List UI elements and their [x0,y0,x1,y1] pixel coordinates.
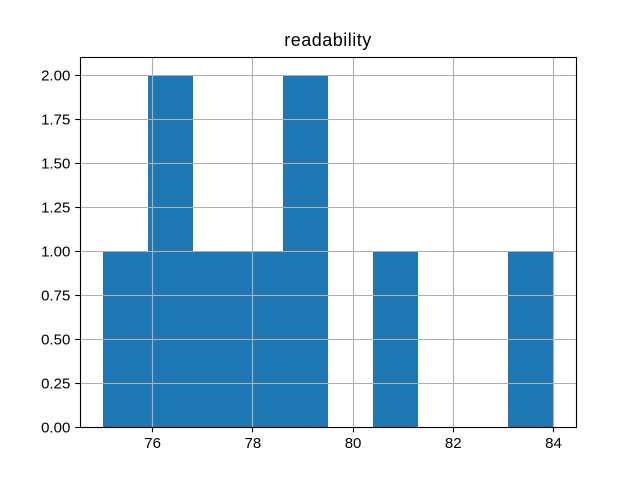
svg-text:0.25: 0.25 [41,376,70,393]
svg-text:76: 76 [144,435,161,452]
svg-text:84: 84 [545,435,562,452]
svg-text:78: 78 [245,435,262,452]
svg-text:readability: readability [284,30,372,50]
svg-text:82: 82 [445,435,462,452]
svg-text:0.50: 0.50 [41,332,70,349]
svg-text:1.00: 1.00 [41,244,70,261]
svg-text:1.75: 1.75 [41,112,70,129]
svg-text:80: 80 [345,435,362,452]
svg-text:2.00: 2.00 [41,68,70,85]
svg-text:1.25: 1.25 [41,200,70,217]
svg-text:1.50: 1.50 [41,156,70,173]
svg-text:0.75: 0.75 [41,288,70,305]
svg-text:0.00: 0.00 [41,420,70,437]
